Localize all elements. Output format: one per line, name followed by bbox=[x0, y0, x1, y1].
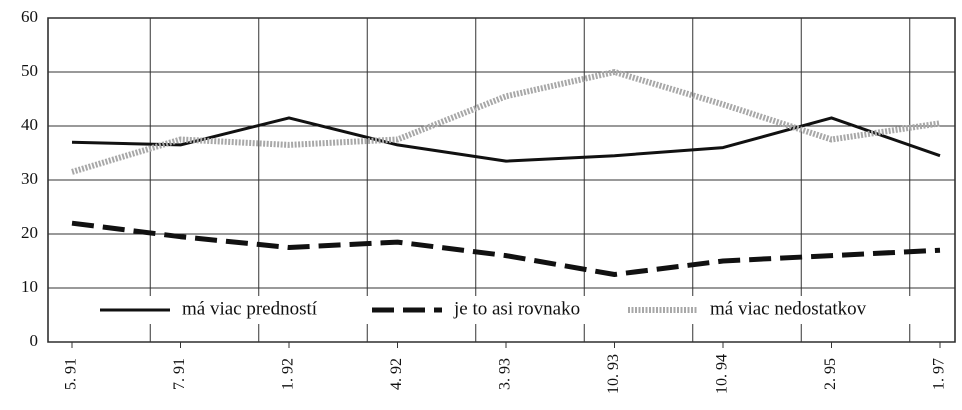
series-line bbox=[71, 116, 941, 163]
y-tick-label: 30 bbox=[21, 169, 38, 188]
legend-label: má viac nedostatkov bbox=[710, 298, 867, 319]
y-tick-label: 20 bbox=[21, 223, 38, 242]
series-line bbox=[71, 69, 941, 175]
x-tick-label: 4. 92 bbox=[388, 358, 405, 390]
x-tick-label: 10. 94 bbox=[714, 354, 731, 394]
legend-label: je to asi rovnako bbox=[453, 298, 580, 319]
x-tick-label: 2. 95 bbox=[822, 358, 839, 390]
series-line bbox=[71, 220, 941, 277]
x-tick-label: 1. 92 bbox=[280, 358, 297, 390]
x-tick-label: 7. 91 bbox=[171, 358, 188, 390]
x-tick-label: 5. 91 bbox=[63, 358, 80, 390]
y-tick-label: 60 bbox=[21, 7, 38, 26]
x-tick-label: 10. 93 bbox=[605, 354, 622, 394]
y-tick-label: 50 bbox=[21, 61, 38, 80]
y-tick-label: 10 bbox=[21, 277, 38, 296]
legend-label: má viac predností bbox=[182, 298, 318, 319]
y-tick-label: 40 bbox=[21, 115, 38, 134]
y-tick-label: 0 bbox=[30, 331, 39, 350]
x-tick-label: 3. 93 bbox=[497, 358, 514, 390]
legend-box bbox=[92, 296, 937, 324]
x-tick-label: 1. 97 bbox=[931, 358, 948, 390]
